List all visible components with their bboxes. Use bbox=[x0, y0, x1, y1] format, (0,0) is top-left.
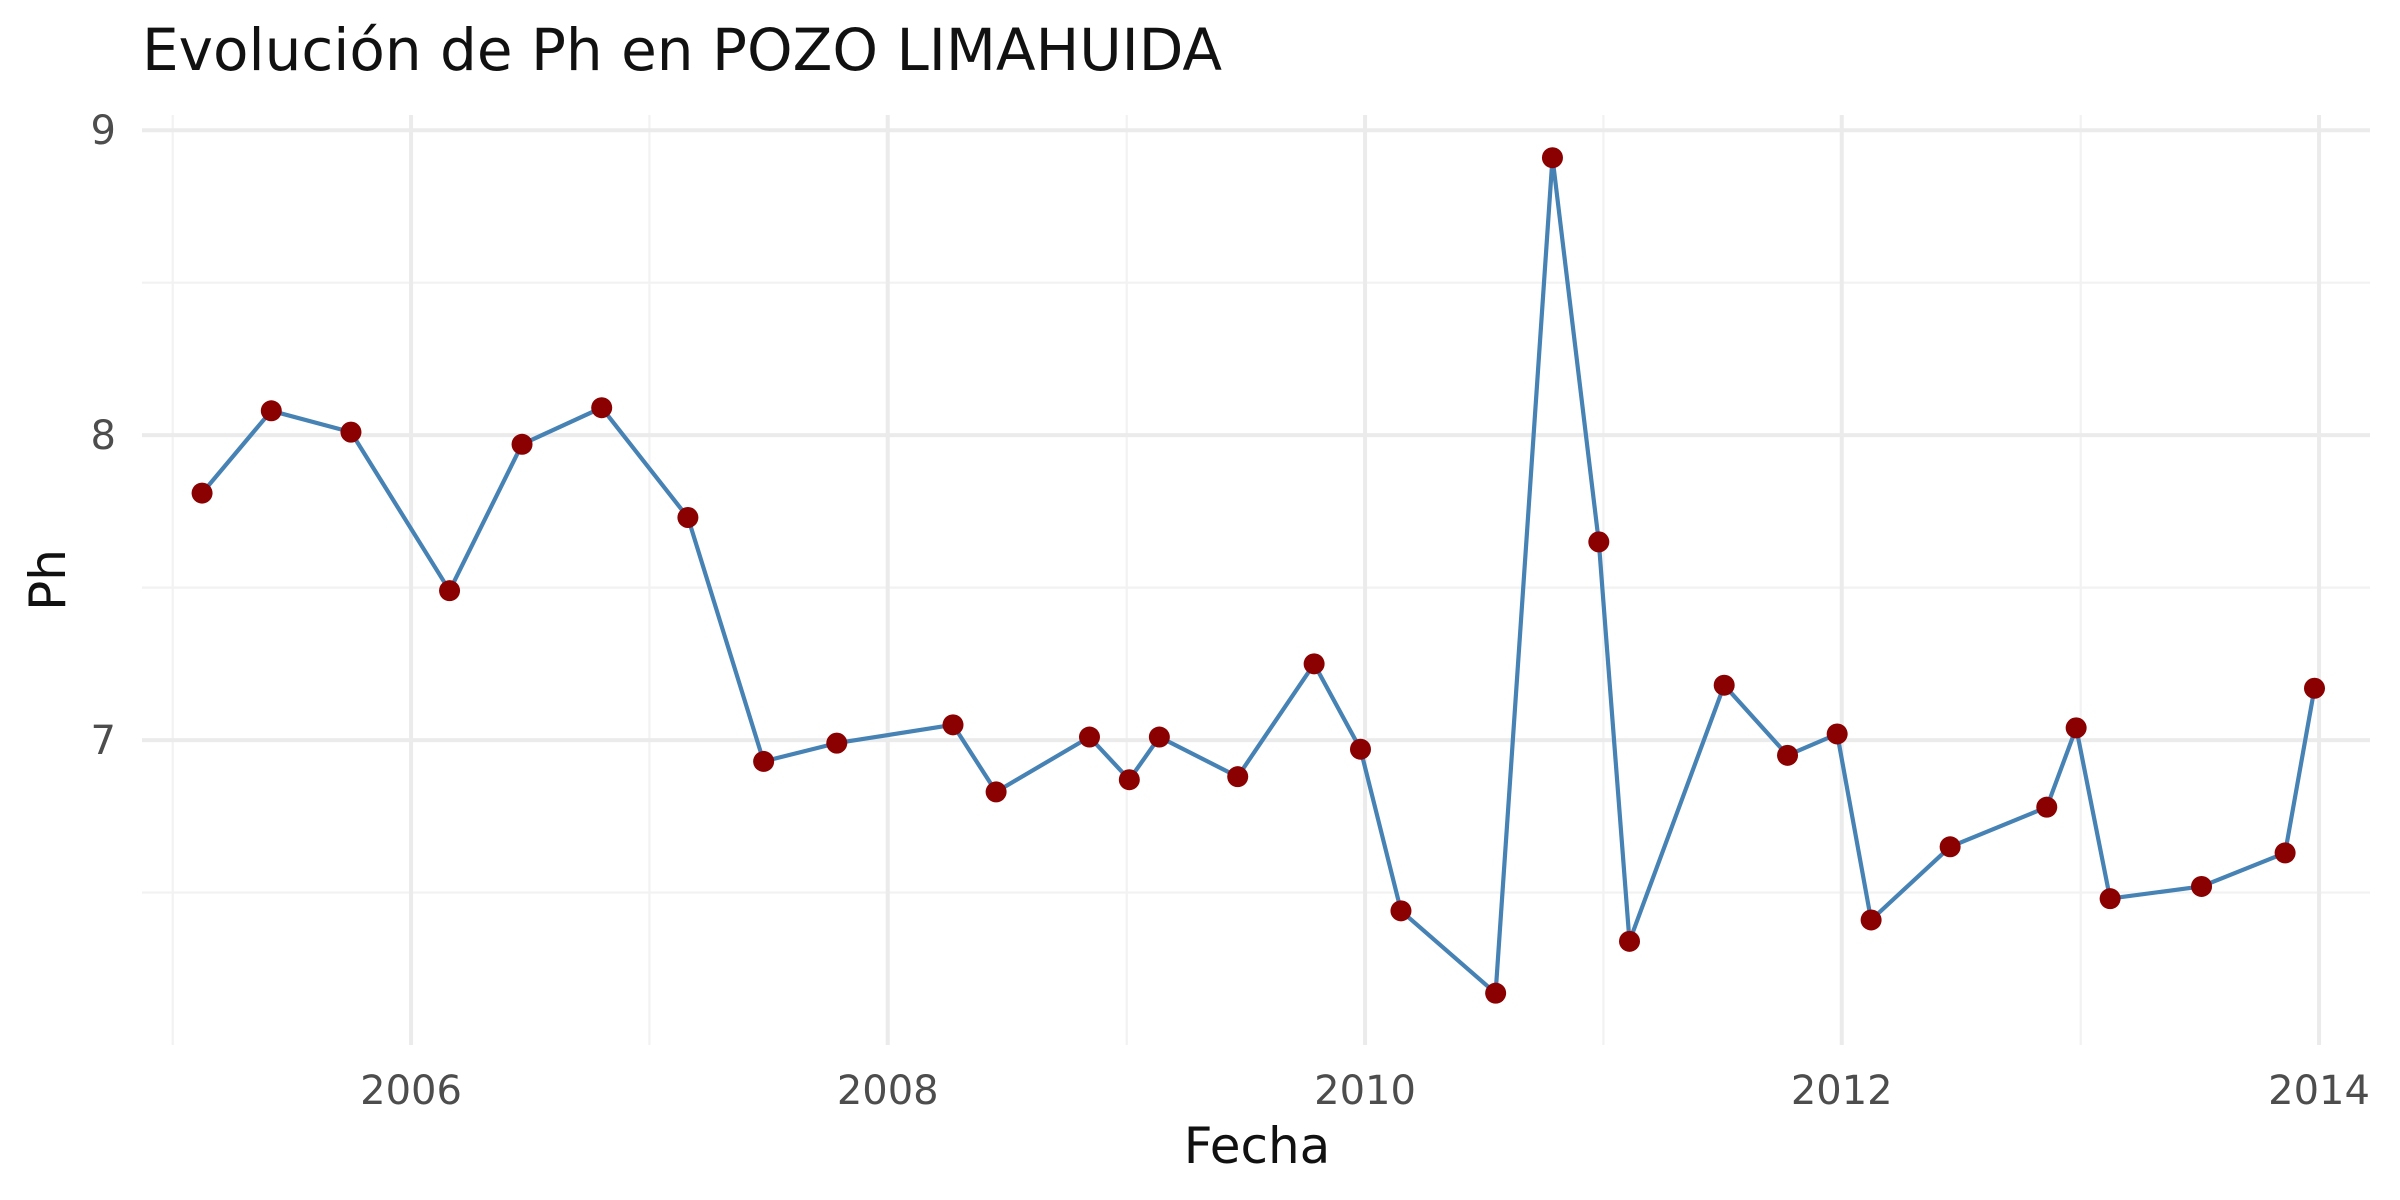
data-point bbox=[1777, 744, 1799, 766]
data-point bbox=[260, 400, 282, 422]
data-point bbox=[753, 750, 775, 772]
data-point bbox=[1541, 147, 1563, 169]
data-point bbox=[2099, 888, 2121, 910]
x-tick-label: 2006 bbox=[360, 1068, 462, 1114]
y-tick-labels: 7 8 9 bbox=[91, 108, 116, 764]
data-point bbox=[591, 397, 613, 419]
data-point bbox=[1118, 769, 1140, 791]
data-point bbox=[1303, 653, 1325, 675]
x-tick-label: 2008 bbox=[837, 1068, 939, 1114]
ph-data-points bbox=[191, 147, 2325, 1004]
data-point bbox=[191, 482, 213, 504]
data-point bbox=[677, 506, 699, 528]
data-point bbox=[2065, 717, 2087, 739]
data-point bbox=[1939, 836, 1961, 858]
y-tick-label: 9 bbox=[91, 108, 116, 154]
data-point bbox=[2274, 842, 2296, 864]
data-point bbox=[2191, 875, 2213, 897]
y-axis-title: Ph bbox=[19, 549, 77, 611]
data-point bbox=[1390, 900, 1412, 922]
x-axis-title: Fecha bbox=[1184, 1117, 1331, 1175]
data-point bbox=[985, 781, 1007, 803]
data-point bbox=[1826, 723, 1848, 745]
data-point bbox=[942, 714, 964, 736]
x-tick-label: 2014 bbox=[2268, 1068, 2370, 1114]
chart-title: Evolución de Ph en POZO LIMAHUIDA bbox=[142, 16, 1222, 84]
data-point bbox=[1588, 531, 1610, 553]
x-tick-labels: 2006 2008 2010 2012 2014 bbox=[360, 1068, 2370, 1114]
data-point bbox=[1148, 726, 1170, 748]
data-point bbox=[2303, 677, 2325, 699]
x-tick-label: 2010 bbox=[1314, 1068, 1416, 1114]
data-point bbox=[1227, 766, 1249, 788]
data-point bbox=[1619, 930, 1641, 952]
data-point bbox=[340, 421, 362, 443]
data-point bbox=[826, 732, 848, 754]
y-tick-label: 7 bbox=[91, 718, 116, 764]
y-tick-label: 8 bbox=[91, 413, 116, 459]
data-point bbox=[2036, 796, 2058, 818]
data-point bbox=[511, 433, 533, 455]
grid-lines bbox=[142, 115, 2370, 1045]
data-point bbox=[1349, 738, 1371, 760]
data-point bbox=[1078, 726, 1100, 748]
data-point bbox=[1485, 982, 1507, 1004]
data-point bbox=[439, 580, 461, 602]
data-point bbox=[1860, 909, 1882, 931]
data-point bbox=[1713, 674, 1735, 696]
x-tick-label: 2012 bbox=[1791, 1068, 1893, 1114]
